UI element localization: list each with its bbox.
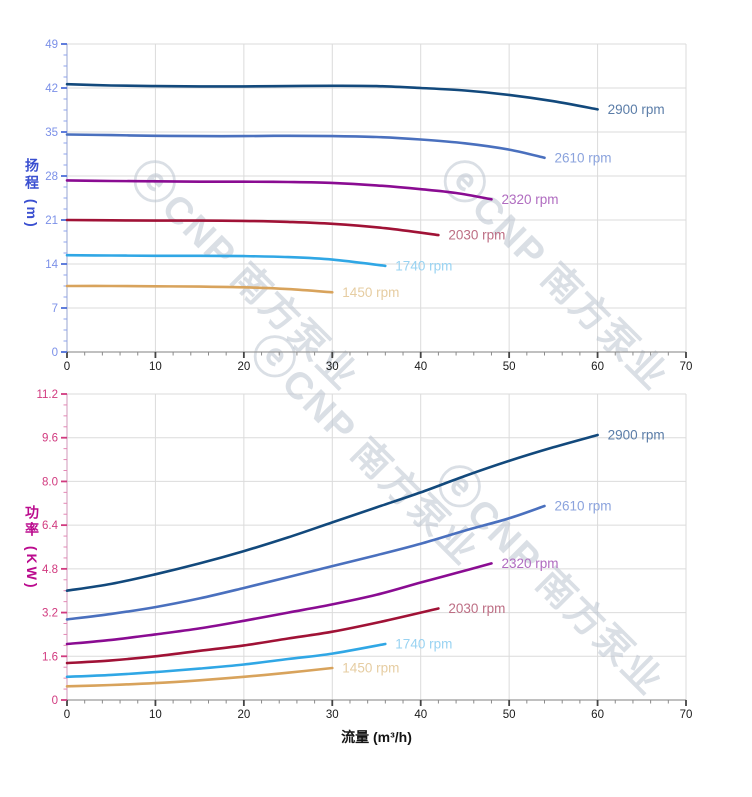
curve-label-2030-rpm: 2030 rpm bbox=[448, 601, 505, 616]
x-tick-label: 0 bbox=[64, 709, 70, 721]
y-tick-label: 21 bbox=[45, 215, 58, 227]
x-tick-label: 0 bbox=[64, 361, 70, 373]
x-tick-label: 40 bbox=[414, 709, 427, 721]
x-tick-label: 10 bbox=[149, 709, 162, 721]
curve-1740-rpm bbox=[65, 642, 387, 679]
x-tick-label: 50 bbox=[503, 361, 516, 373]
y-tick-label: 14 bbox=[45, 259, 58, 271]
curve-label-2900-rpm: 2900 rpm bbox=[608, 428, 665, 443]
x-tick-label: 30 bbox=[326, 361, 339, 373]
x-tick-label: 40 bbox=[414, 361, 427, 373]
head-chart: 2900 rpm 2610 rpm 2320 rpm 2030 rpm 1740 rpm… bbox=[65, 82, 665, 300]
y-tick-label: 7 bbox=[52, 303, 58, 315]
y-tick-label: 0 bbox=[52, 695, 58, 707]
curve-1450-rpm bbox=[65, 666, 334, 688]
curve-label-1740-rpm: 1740 rpm bbox=[395, 258, 452, 273]
cnp-watermark: ⓔCNP 南方泵业 bbox=[241, 325, 490, 574]
curve-label-2320-rpm: 2320 rpm bbox=[502, 556, 559, 571]
curve-2320-rpm bbox=[65, 179, 493, 201]
head-axis-title: 扬程 (m) bbox=[24, 158, 40, 230]
curve-label-2900-rpm: 2900 rpm bbox=[608, 102, 665, 117]
x-tick-label: 60 bbox=[591, 709, 604, 721]
flow-axis-title: 流量 (m³/h) bbox=[341, 729, 412, 745]
y-tick-label: 28 bbox=[45, 171, 58, 183]
curve-label-1450-rpm: 1450 rpm bbox=[342, 285, 399, 300]
y-tick-label: 49 bbox=[45, 39, 58, 51]
power-chart: 2900 rpm 2610 rpm 2320 rpm 2030 rpm 1740 rpm… bbox=[65, 428, 665, 688]
curve-2030-rpm bbox=[65, 607, 440, 665]
curve-label-1740-rpm: 1740 rpm bbox=[395, 637, 452, 652]
axes-layer: 0 10 20 30 40 50 60 70 0 7 14 21 28 35 42 49 0 10 20 30 40 50… bbox=[36, 39, 692, 721]
x-tick-label: 20 bbox=[237, 709, 250, 721]
x-tick-label: 20 bbox=[237, 361, 250, 373]
x-tick-label: 70 bbox=[680, 361, 693, 373]
x-tick-label: 60 bbox=[591, 361, 604, 373]
curve-2610-rpm bbox=[65, 504, 546, 621]
x-tick-label: 70 bbox=[680, 709, 693, 721]
curve-2900-rpm bbox=[65, 433, 599, 592]
curve-1740-rpm bbox=[65, 253, 387, 268]
y-tick-label: 0 bbox=[52, 347, 58, 359]
curve-label-1450-rpm: 1450 rpm bbox=[342, 661, 399, 676]
y-tick-label: 4.8 bbox=[42, 564, 58, 576]
curve-2320-rpm bbox=[65, 562, 493, 646]
curve-2900-rpm bbox=[65, 82, 599, 111]
curves-layer: 2900 rpm 2610 rpm 2320 rpm 2030 rpm 1740 rpm… bbox=[65, 82, 665, 688]
curve-label-2320-rpm: 2320 rpm bbox=[502, 192, 559, 207]
x-tick-label: 30 bbox=[326, 709, 339, 721]
curve-label-2030-rpm: 2030 rpm bbox=[448, 228, 505, 243]
curve-label-2610-rpm: 2610 rpm bbox=[555, 499, 612, 514]
curve-label-2610-rpm: 2610 rpm bbox=[555, 150, 612, 165]
y-tick-label: 8.0 bbox=[42, 476, 58, 488]
y-tick-label: 9.6 bbox=[42, 433, 58, 445]
curve-1450-rpm bbox=[65, 284, 334, 294]
curve-2030-rpm bbox=[65, 218, 440, 237]
cnp-watermark: ⓔCNP 南方泵业 bbox=[431, 150, 680, 399]
y-tick-label: 35 bbox=[45, 127, 58, 139]
cnp-watermark: ⓔCNP 南方泵业 bbox=[426, 455, 675, 704]
power-axis-title: 功率 (KW) bbox=[24, 505, 40, 591]
y-tick-label: 42 bbox=[45, 83, 58, 95]
y-tick-label: 11.2 bbox=[36, 389, 58, 401]
x-tick-label: 10 bbox=[149, 361, 162, 373]
y-tick-label: 1.6 bbox=[42, 651, 58, 663]
y-tick-label: 3.2 bbox=[42, 608, 58, 620]
x-tick-label: 50 bbox=[503, 709, 516, 721]
curve-2610-rpm bbox=[65, 133, 546, 160]
y-tick-label: 6.4 bbox=[42, 520, 59, 532]
